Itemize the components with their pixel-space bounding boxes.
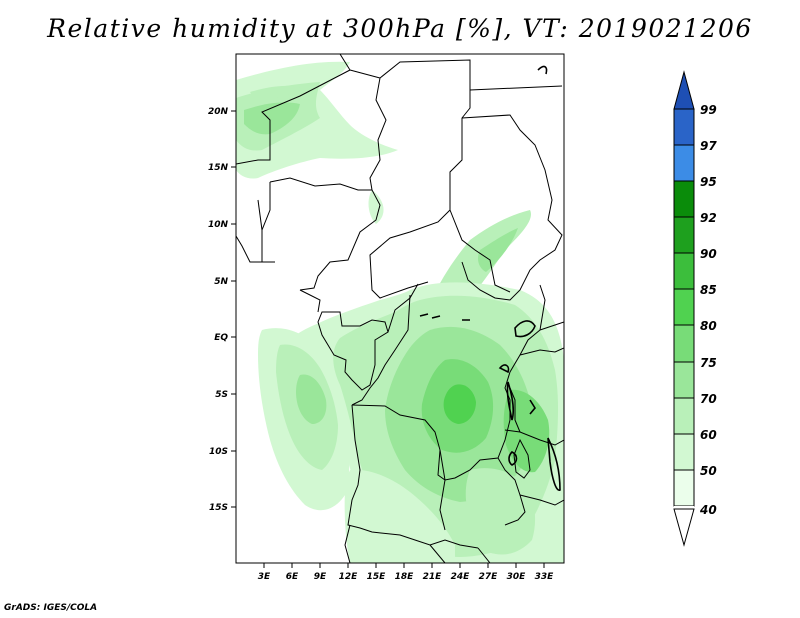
colorbar-label: 80: [700, 319, 717, 333]
colorbar-label: 90: [700, 247, 717, 261]
colorbar-swatch: [673, 288, 695, 326]
colorbar-label: 40: [699, 503, 717, 517]
country-borders: [236, 54, 564, 563]
lat-ticks: [231, 110, 236, 508]
lat-label: 10N: [208, 220, 229, 230]
lon-label: 21E: [423, 572, 443, 582]
lat-label: 5S: [215, 390, 228, 400]
lat-label: 15S: [209, 503, 228, 513]
colorbar-legend: 99 97 95 92 90 85 80 75 70 60 50 40: [673, 70, 717, 547]
lat-label: 20N: [208, 107, 229, 117]
colorbar-swatch: [673, 469, 695, 507]
colorbar-swatch: [673, 397, 695, 435]
colorbar-label: 50: [700, 464, 717, 478]
colorbar-label: 85: [700, 283, 717, 297]
lon-label: 12E: [339, 572, 359, 582]
humidity-shading: [236, 61, 564, 563]
lon-labels: 3E 6E 9E 12E 15E 18E 21E 24E 27E 30E 33E: [258, 572, 554, 582]
lon-label: 27E: [479, 572, 499, 582]
lon-label: 30E: [507, 572, 527, 582]
lat-labels: 20N 15N 10N 5N EQ 5S 10S 15S: [208, 107, 229, 513]
colorbar-top-triangle: [673, 70, 695, 110]
colorbar-swatch: [673, 180, 695, 218]
lon-label: 15E: [367, 572, 387, 582]
lon-ticks: [263, 563, 545, 568]
colorbar-swatch: [673, 252, 695, 290]
colorbar-label: 95: [700, 175, 717, 189]
lon-label: 3E: [258, 572, 271, 582]
colorbar-swatch: [674, 506, 694, 509]
colorbar-label: 75: [700, 356, 717, 370]
colorbar-label: 99: [700, 103, 717, 117]
map-frame: [235, 53, 565, 564]
colorbar-label: 97: [700, 139, 717, 153]
lat-label: 10S: [209, 447, 228, 457]
colorbar-label: 60: [700, 428, 717, 442]
software-credit: GrADS: IGES/COLA: [4, 603, 98, 613]
lat-label: 15N: [208, 163, 229, 173]
lon-label: 18E: [395, 572, 415, 582]
colorbar-swatch: [673, 108, 695, 146]
lat-label: 5N: [214, 277, 228, 287]
colorbar-swatch: [673, 433, 695, 471]
lakes: [419, 65, 561, 491]
lon-label: 24E: [451, 572, 471, 582]
lon-label: 33E: [535, 572, 555, 582]
lon-label: 6E: [286, 572, 299, 582]
lat-label: EQ: [214, 333, 228, 343]
colorbar-swatch: [673, 144, 695, 182]
colorbar-swatch: [673, 324, 695, 363]
colorbar-swatch: [673, 361, 695, 399]
colorbar-swatch: [673, 216, 695, 254]
colorbar-label: 92: [700, 211, 717, 225]
colorbar-label: 70: [700, 392, 717, 406]
colorbar-bottom-triangle: [673, 508, 695, 547]
map-title: Relative humidity at 300hPa [%], VT: 201…: [47, 14, 753, 43]
lon-label: 9E: [314, 572, 327, 582]
